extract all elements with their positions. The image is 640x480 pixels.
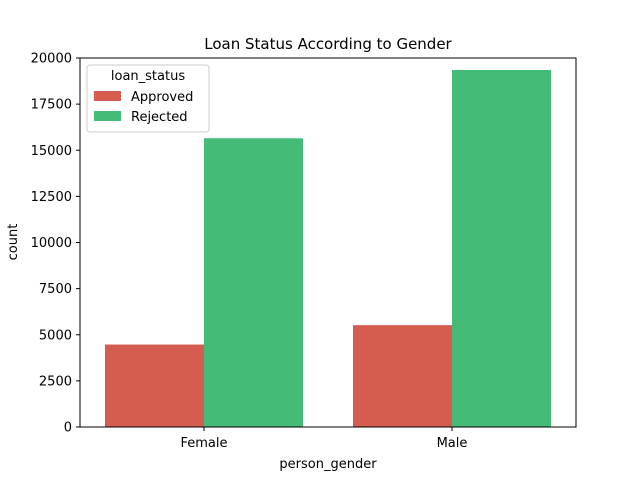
y-tick-label: 10000	[31, 236, 72, 251]
bar-rejected-male	[452, 69, 551, 428]
plot-frame	[79, 57, 577, 428]
x-tick-label: Male	[437, 436, 468, 451]
y-tick-label: 0	[64, 421, 72, 436]
bar-approved-male	[353, 325, 452, 427]
y-axis: 0 2500 5000 7500 10000 12500 15000 17500 20000	[31, 52, 80, 436]
legend-swatch-rejected	[94, 111, 121, 121]
y-tick-label: 20000	[31, 52, 72, 67]
y-tick-label: 5000	[39, 328, 72, 343]
bar-rejected-female	[204, 138, 303, 427]
x-axis-label: person_gender	[279, 457, 377, 472]
y-tick-label: 17500	[31, 98, 72, 113]
bar-approved-female	[105, 344, 204, 427]
y-tick-label: 12500	[31, 190, 72, 205]
legend: loan_status Approved Rejected	[86, 64, 210, 133]
bars-group	[105, 69, 551, 428]
legend-title: loan_status	[111, 69, 185, 84]
y-tick-label: 2500	[39, 374, 72, 389]
legend-swatch-approved	[94, 91, 121, 101]
legend-label-approved: Approved	[131, 90, 193, 105]
x-axis: Female Male	[180, 427, 467, 451]
legend-label-rejected: Rejected	[131, 110, 188, 125]
chart-title: Loan Status According to Gender	[204, 35, 452, 53]
y-axis-label: count	[6, 224, 21, 261]
y-tick-label: 7500	[39, 282, 72, 297]
x-tick-label: Female	[180, 436, 227, 451]
y-tick-label: 15000	[31, 144, 72, 159]
